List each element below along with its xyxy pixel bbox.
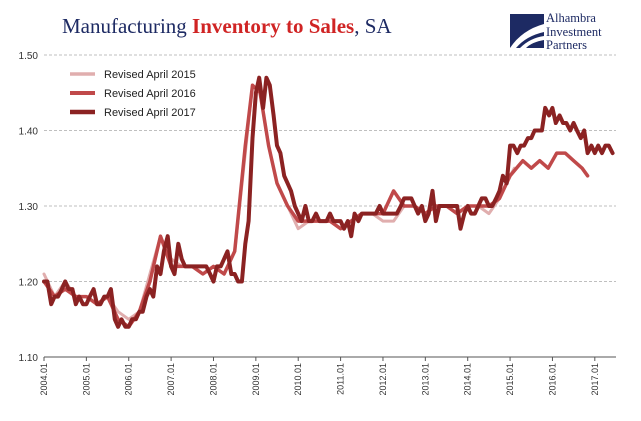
title-part-1: Manufacturing — [62, 14, 193, 38]
legend-label: Revised April 2017 — [104, 107, 196, 119]
y-tick-label: 1.30 — [19, 202, 39, 213]
y-tick-label: 1.40 — [19, 127, 39, 138]
x-tick-label: 2016.01 — [547, 363, 557, 396]
logo-mark-icon — [510, 14, 544, 48]
y-tick-label: 1.20 — [19, 278, 39, 289]
x-tick-label: 2004.01 — [39, 363, 49, 396]
legend-label: Revised April 2016 — [104, 88, 196, 100]
title-part-2: Inventory to Sales — [192, 14, 355, 38]
grid-lines — [44, 54, 616, 282]
legend-label: Revised April 2015 — [104, 69, 196, 81]
x-tick-label: 2005.01 — [81, 363, 91, 396]
title-part-3: , SA — [354, 14, 392, 38]
series-lines — [42, 75, 615, 329]
chart-title: Manufacturing Inventory to Sales, SA — [62, 14, 392, 39]
x-tick-label: 2008.01 — [208, 363, 218, 396]
y-tick-label: 1.50 — [19, 51, 39, 62]
series-line — [42, 83, 516, 321]
legend: Revised April 2015 Revised April 2016 Revi… — [70, 69, 196, 119]
logo-line-3: Partners — [546, 38, 587, 52]
x-tick-label: 2017.01 — [590, 363, 600, 396]
x-tick-label: 2015.01 — [505, 363, 515, 396]
x-tick-label: 2010.01 — [293, 363, 303, 396]
axes: 1.10 1.20 1.30 1.40 1.50 2004.01 2005.01 2006.0… — [19, 51, 616, 396]
series-line — [42, 75, 615, 329]
x-tick-label: 2006.01 — [124, 363, 134, 396]
logo-text: Alhambra Investment Partners — [546, 11, 602, 53]
x-tick-label: 2013.01 — [420, 363, 430, 396]
x-tick-label: 2014.01 — [463, 363, 473, 396]
logo-line-2: Investment — [546, 24, 602, 39]
company-logo: Alhambra Investment Partners — [510, 11, 638, 58]
x-tick-label: 2011.01 — [336, 363, 346, 395]
x-tick-label: 2007.01 — [166, 363, 176, 396]
x-tick-label: 2009.01 — [251, 363, 261, 396]
y-tick-label: 1.10 — [19, 353, 39, 364]
logo-line-1: Alhambra — [546, 11, 596, 25]
x-tick-label: 2012.01 — [378, 363, 388, 396]
